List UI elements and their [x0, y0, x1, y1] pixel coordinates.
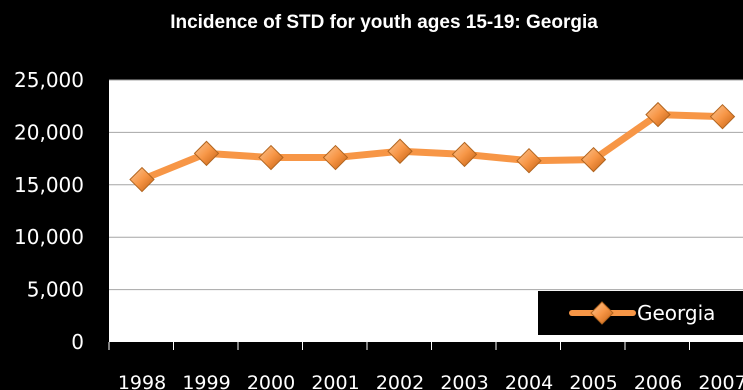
data-point	[129, 166, 155, 193]
x-axis: 1998 1999 2000 2001 2002 2003 2004 2005 2006 2007	[108, 342, 743, 390]
data-point	[580, 146, 607, 173]
data-point	[387, 138, 413, 164]
x-tick-label: 2000	[247, 372, 295, 390]
y-tick-label: 5,000	[27, 278, 84, 302]
y-tick-label: 25,000	[14, 68, 84, 92]
legend-label: Georgia	[637, 301, 715, 325]
series-georgia	[129, 101, 736, 193]
data-point	[709, 103, 736, 130]
y-axis-ticks: 0 5,000 10,000 15,000 20,000 25,000	[14, 68, 84, 354]
x-tick-label: 2006	[634, 372, 682, 390]
data-point	[322, 144, 349, 171]
series-line	[138, 111, 726, 184]
legend: Georgia	[538, 291, 743, 335]
x-tick-label: 2004	[505, 372, 553, 390]
x-tick-label: 1999	[182, 372, 230, 390]
data-point	[258, 144, 284, 171]
chart-title: Incidence of STD for youth ages 15-19: G…	[170, 12, 598, 33]
data-point	[193, 140, 220, 167]
gridlines	[109, 79, 743, 291]
y-tick-label: 20,000	[14, 120, 84, 144]
y-tick-label: 10,000	[14, 225, 84, 249]
x-tick-label: 2001	[311, 372, 359, 390]
data-point	[516, 147, 542, 174]
x-tick-label: 2003	[440, 372, 488, 390]
data-point	[645, 101, 671, 128]
x-tick-label: 2005	[569, 372, 617, 390]
x-tick-label: 2007	[698, 372, 743, 390]
y-tick-label: 15,000	[14, 173, 84, 197]
x-tick-label: 2002	[376, 372, 424, 390]
x-tick-label: 1998	[118, 372, 166, 390]
legend-marker	[590, 301, 614, 325]
data-point	[451, 141, 478, 168]
y-tick-label: 0	[71, 330, 84, 354]
